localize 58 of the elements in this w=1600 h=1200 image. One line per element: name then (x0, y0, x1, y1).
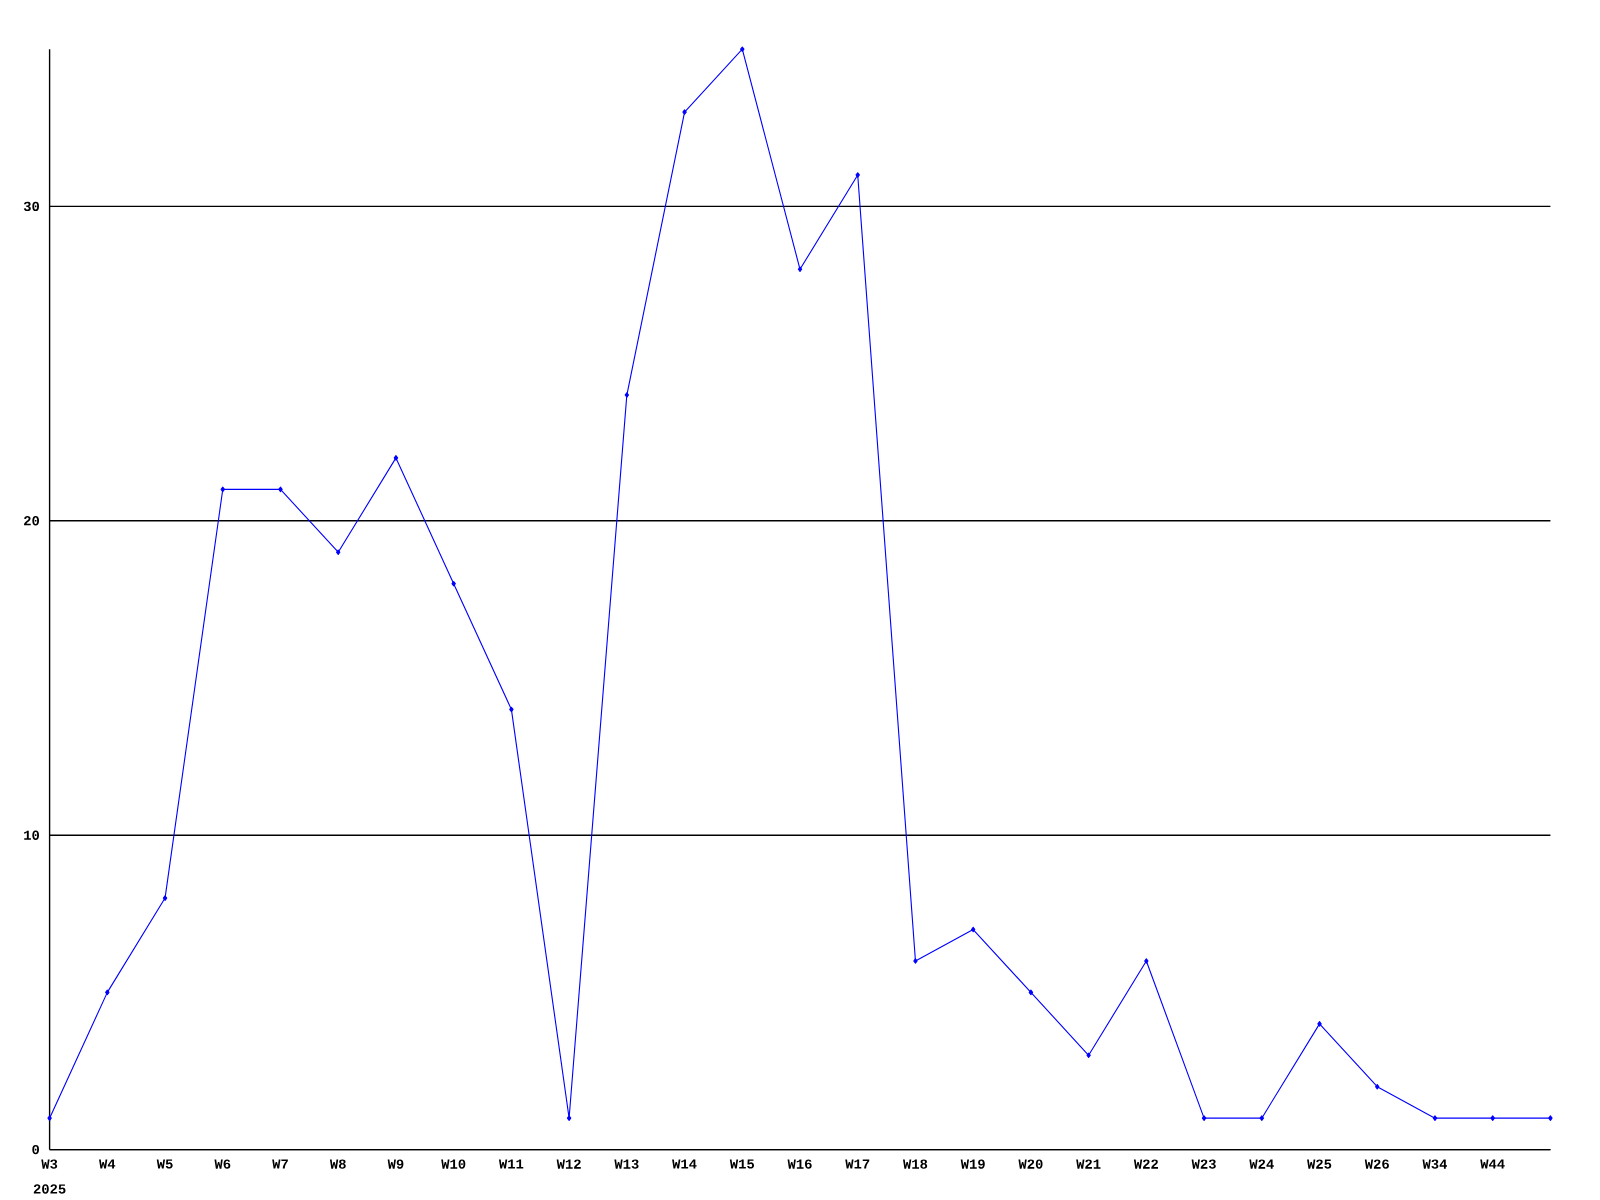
x-tick-label: W19 (960, 1159, 985, 1169)
point (1086, 1052, 1091, 1059)
x-tick-label: W16 (787, 1159, 812, 1169)
point (913, 958, 918, 964)
text: 2025 (33, 1184, 66, 1194)
point (970, 926, 976, 933)
point (1144, 958, 1149, 964)
point (47, 1115, 52, 1121)
point (278, 486, 283, 493)
point (682, 109, 687, 115)
x-tick-label: W20 (1018, 1159, 1043, 1169)
x-tick-label: W10 (441, 1159, 466, 1169)
x-tick-label: W15 (729, 1159, 755, 1169)
x-tick-label: W18 (903, 1159, 928, 1169)
point (1548, 1115, 1553, 1121)
x-tick-label: W5 (156, 1159, 173, 1169)
point (162, 895, 168, 901)
x-tick-label: W22 (1133, 1159, 1158, 1169)
x-tick-label: W44 (1480, 1159, 1505, 1169)
point (1375, 1083, 1380, 1090)
point (1490, 1115, 1495, 1121)
point (451, 580, 456, 587)
point (1432, 1115, 1438, 1121)
point (624, 392, 630, 398)
x-tick-label: W4 (99, 1159, 116, 1169)
point (1028, 989, 1034, 996)
point (220, 486, 225, 493)
x-tick-label: W23 (1191, 1159, 1216, 1169)
x-tick-label: W13 (614, 1159, 639, 1169)
point (1259, 1115, 1265, 1121)
point (797, 266, 803, 273)
x-tick-label: W11 (498, 1159, 524, 1169)
x-tick-label: W14 (672, 1159, 697, 1169)
point (566, 1115, 572, 1121)
x-tick-label: W8 (329, 1159, 346, 1169)
x-tick-label: W6 (214, 1159, 231, 1169)
point (105, 989, 110, 996)
y-tick-label: 30 (23, 201, 40, 212)
x-tick-label: W9 (387, 1159, 404, 1169)
point (336, 549, 341, 556)
point (1201, 1115, 1207, 1121)
x-tick-label: W25 (1307, 1159, 1332, 1169)
x-tick-label: W12 (556, 1159, 581, 1169)
y-tick-label: 10 (24, 830, 40, 840)
x-tick-label: W21 (1076, 1159, 1101, 1169)
point (393, 455, 399, 461)
x-tick-label: W3 (41, 1159, 58, 1169)
point (855, 172, 860, 178)
point (740, 46, 745, 52)
x-tick-label: W7 (272, 1159, 288, 1169)
x-tick-label: W26 (1364, 1159, 1389, 1169)
x-tick-label: W17 (845, 1159, 870, 1169)
x-tick-label: W24 (1249, 1159, 1274, 1169)
y-tick-label: 20 (24, 516, 40, 526)
point (1317, 1021, 1322, 1027)
point (509, 706, 514, 713)
x-tick-label: W34 (1422, 1159, 1448, 1169)
y-tick-label: 0 (32, 1144, 40, 1155)
